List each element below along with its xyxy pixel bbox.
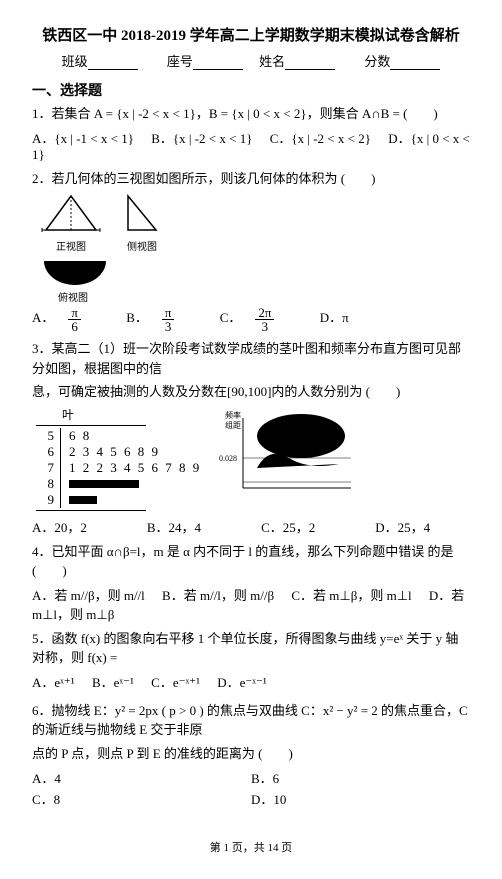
q2-opt-c: C．2π3: [220, 310, 303, 325]
score-blank: [390, 57, 440, 70]
q5-stem: 5．函数 f(x) 的图象向右平移 1 个单位长度，所得图象与曲线 y=eˣ 关…: [32, 629, 470, 668]
name-blank: [285, 57, 335, 70]
q4-opt-b: B．若 m//l，则 m//β: [162, 588, 274, 603]
header-fields: 班级 座号 姓名 分数: [32, 51, 470, 70]
leaf-hr-bottom: [36, 510, 146, 511]
q6-stem-line1: 6．抛物线 E：y² = 2px ( p > 0 ) 的焦点与双曲线 C：x² …: [32, 701, 470, 740]
q3-opt-c: C．25，2: [261, 517, 315, 536]
q2-opt-a: A．π6: [32, 310, 109, 325]
seat-blank: [193, 57, 243, 70]
q3-stem-line2: 息，可确定被抽测的人数及分数在[90,100]内的人数分别为 ( ): [32, 382, 470, 402]
front-view: 正视图: [40, 192, 102, 253]
q2-figures: 正视图 侧视图: [40, 192, 470, 253]
q4-stem: 4．已知平面 α∩β=l，m 是 α 内不同于 l 的直线，那么下列命题中错误 …: [32, 542, 470, 581]
q5-opt-c: C．e⁻ˣ⁺¹: [151, 675, 200, 690]
class-blank: [88, 57, 138, 70]
stem-7: 7: [36, 460, 61, 476]
name-label: 姓名: [259, 54, 285, 69]
leaf-8: [61, 479, 149, 489]
q3-opt-d: D．25，4: [375, 517, 430, 536]
q3-opt-b: B．24，4: [147, 517, 201, 536]
q6-opt-a: A．4: [32, 768, 251, 787]
side-view: 侧视图: [124, 192, 160, 253]
q4-options: A．若 m//β，则 m//l B．若 m//l，则 m//β C．若 m⊥β，…: [32, 585, 470, 623]
page-title: 铁西区一中 2018-2019 学年高二上学期数学期末模拟试卷含解析: [32, 24, 470, 45]
q5-options: A．eˣ⁺¹ B．eˣ⁻¹ C．e⁻ˣ⁺¹ D．e⁻ˣ⁻¹: [32, 672, 470, 691]
q3-stem-line1: 3．某高二（1）班一次阶段考试数学成绩的茎叶图和频率分布直方图可见部分如图，根据…: [32, 339, 470, 378]
q5-opt-b: B．eˣ⁻¹: [92, 675, 134, 690]
q1-opt-c: C．{x | -2 < x < 2}: [270, 131, 371, 146]
stem-5: 5: [36, 428, 61, 444]
leaf-7: 1 2 2 3 4 5 6 7 8 9: [61, 460, 201, 476]
front-view-label: 正视图: [40, 238, 102, 253]
leaf-5: 6 8: [61, 428, 91, 444]
top-view-label: 俯视图: [58, 289, 470, 304]
svg-text:0.028: 0.028: [219, 454, 237, 463]
q6-opt-b: B．6: [251, 768, 470, 787]
stem-9: 9: [36, 492, 61, 508]
q2-opt-b: B．π3: [126, 310, 202, 325]
q5-opt-a: A．eˣ⁺¹: [32, 675, 75, 690]
side-view-label: 侧视图: [124, 238, 160, 253]
page-footer: 第 1 页，共 14 页: [32, 839, 470, 855]
stem-6: 6: [36, 444, 61, 460]
histogram-partial: 0.028 频率 组距: [219, 406, 359, 496]
q3-options: A．20，2 B．24，4 C．25，2 D．25，4: [32, 517, 470, 536]
leaf-header: 叶: [36, 406, 201, 423]
q6-stem-line2: 点的 P 点，则点 P 到 E 的准线的距离为 ( ): [32, 744, 470, 764]
svg-text:组距: 组距: [225, 420, 241, 430]
q4-opt-c: C．若 m⊥β，则 m⊥l: [291, 588, 411, 603]
leaf-6: 2 3 4 5 6 8 9: [61, 444, 160, 460]
svg-text:频率: 频率: [225, 410, 241, 420]
score-label: 分数: [364, 54, 390, 69]
q1-opt-b: B．{x | -2 < x < 1}: [151, 131, 252, 146]
q6-opt-d: D．10: [251, 789, 470, 808]
section-1-heading: 一、选择题: [32, 80, 470, 100]
stem-leaf-plot: 叶 56 8 62 3 4 5 6 8 9 71 2 2 3 4 5 6 7 8…: [36, 406, 201, 513]
q5-opt-d: D．e⁻ˣ⁻¹: [217, 675, 267, 690]
q1-options: A．{x | -1 < x < 1} B．{x | -2 < x < 1} C．…: [32, 128, 470, 163]
q4-opt-a: A．若 m//β，则 m//l: [32, 588, 145, 603]
top-view: 俯视图: [40, 257, 470, 304]
q2-stem: 2．若几何体的三视图如图所示，则该几何体的体积为 ( ): [32, 169, 470, 189]
q1-stem: 1．若集合 A = {x | -2 < x < 1}，B = {x | 0 < …: [32, 104, 470, 124]
class-label: 班级: [62, 54, 88, 69]
leaf-9: [61, 495, 103, 505]
q2-options: A．π6 B．π3 C．2π3 D．π: [32, 306, 470, 333]
q6-opt-c: C．8: [32, 789, 251, 808]
q3-opt-a: A．20，2: [32, 517, 87, 536]
q1-opt-a: A．{x | -1 < x < 1}: [32, 131, 134, 146]
leaf-hr: [36, 425, 146, 426]
q2-opt-d: D．π: [320, 310, 349, 325]
q6-options: A．4 B．6 C．8 D．10: [32, 767, 470, 809]
stem-8: 8: [36, 476, 61, 492]
seat-label: 座号: [167, 54, 193, 69]
